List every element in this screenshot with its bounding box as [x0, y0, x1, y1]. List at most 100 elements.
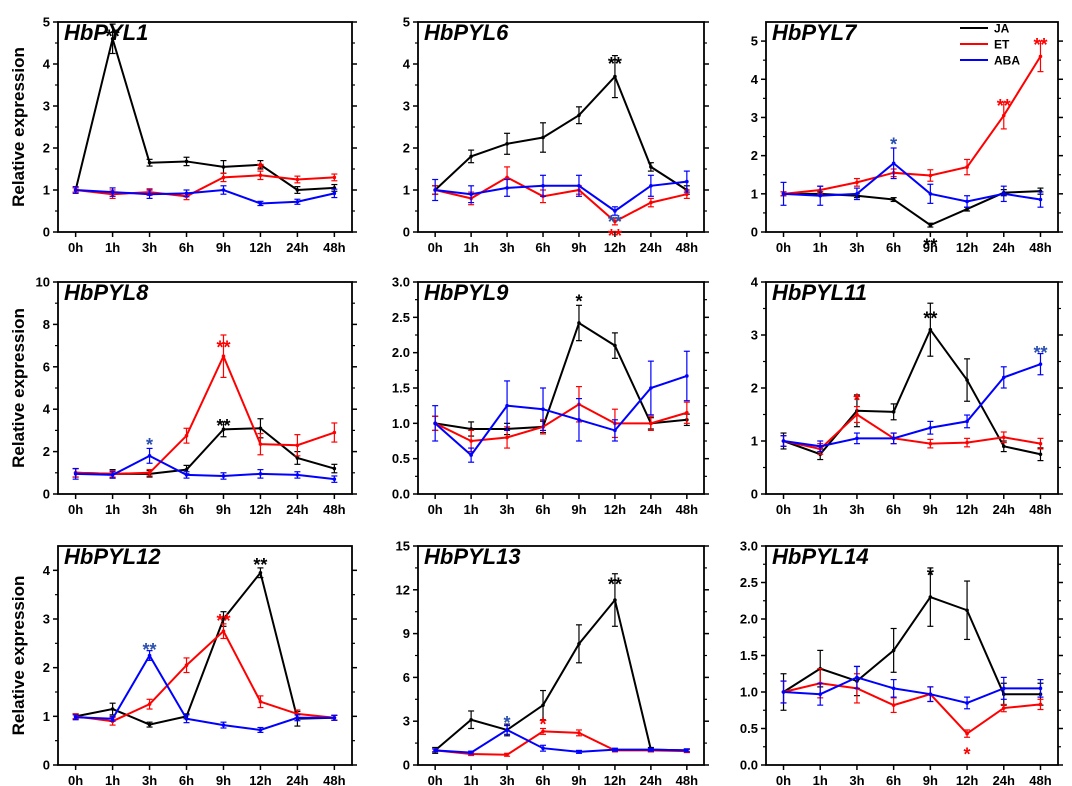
data-point-et — [965, 731, 969, 736]
x-tick-label: 9h — [571, 502, 586, 517]
x-tick-label: 9h — [216, 240, 231, 255]
x-tick-label: 3h — [849, 240, 864, 255]
data-point-aba — [818, 692, 823, 696]
data-point-ja — [928, 595, 933, 599]
y-tick-label: 1 — [403, 183, 410, 198]
data-point-aba — [685, 748, 689, 753]
x-tick-label: 1h — [105, 773, 120, 786]
data-point-aba — [928, 425, 933, 430]
x-tick-label: 1h — [813, 240, 828, 255]
x-tick-label: 12h — [956, 502, 978, 517]
data-point-aba — [891, 436, 896, 441]
x-tick-label: 12h — [249, 240, 271, 255]
data-point-aba — [965, 701, 969, 705]
series-line-et — [434, 403, 688, 443]
data-point-et — [613, 219, 617, 224]
series-line-aba — [75, 454, 335, 481]
x-tick-label: 24h — [993, 240, 1015, 255]
significance-mark: ** — [106, 27, 120, 47]
y-tick-label: 2.0 — [392, 345, 410, 360]
y-tick-label: 6 — [403, 670, 410, 685]
data-point-ja — [221, 427, 226, 432]
x-tick-label: 6h — [535, 240, 550, 255]
data-point-aba — [433, 188, 437, 192]
data-point-aba — [891, 686, 896, 691]
x-tick-label: 24h — [993, 502, 1015, 517]
data-point-aba — [110, 716, 115, 721]
y-tick-label: 4 — [403, 57, 411, 72]
x-tick-label: 1h — [464, 240, 479, 255]
data-point-et — [1038, 441, 1043, 446]
panel-title: HbPYL1 — [64, 20, 148, 45]
data-point-aba — [855, 192, 859, 196]
data-point-aba — [541, 746, 545, 751]
significance-mark: ** — [1033, 343, 1047, 363]
y-tick-label: 0.0 — [392, 487, 410, 502]
series-line-et — [783, 682, 1041, 735]
y-tick-label: 2 — [751, 148, 758, 163]
y-tick-label: 0 — [403, 758, 410, 773]
x-tick-label: 48h — [676, 502, 698, 517]
data-point-ja — [184, 159, 189, 164]
legend-label: ET — [994, 38, 1010, 52]
data-point-ja — [891, 648, 896, 653]
y-tick-label: 9 — [403, 626, 410, 641]
data-point-aba — [781, 690, 786, 694]
data-point-ja — [184, 467, 189, 472]
chart-panel-hbpyl14: 0.0 0.5 1.0 1.5 2.0 2.5 3.0 0h 1h 3h 6h 9h 12h 24h 48h… — [740, 539, 1063, 786]
y-tick-label: 0 — [751, 487, 758, 502]
series-line-ja — [74, 34, 335, 192]
data-point-aba — [1038, 686, 1043, 691]
data-point-aba — [147, 192, 152, 196]
data-point-ja — [1038, 452, 1043, 457]
panel-title: HbPYL11 — [772, 280, 867, 305]
y-tick-label: 3 — [403, 99, 410, 114]
plot-frame — [417, 281, 705, 495]
data-point-aba — [73, 188, 78, 192]
data-point-aba — [221, 474, 226, 478]
x-tick-label: 0h — [68, 240, 83, 255]
data-point-aba — [613, 747, 617, 752]
data-point-ja — [965, 207, 969, 211]
y-tick-label: 6 — [43, 359, 50, 374]
x-tick-label: 3h — [849, 773, 864, 786]
x-tick-label: 24h — [993, 773, 1015, 786]
data-point-aba — [295, 473, 300, 477]
plot-frame — [765, 281, 1059, 495]
data-point-et — [147, 702, 152, 706]
x-tick-label: 3h — [142, 773, 157, 786]
x-tick-label: 48h — [323, 502, 345, 517]
data-point-et — [469, 439, 473, 443]
x-tick-label: 0h — [428, 502, 443, 517]
data-point-et — [184, 433, 189, 438]
y-tick-label: 3.0 — [740, 539, 758, 554]
data-point-ja — [613, 74, 617, 79]
x-tick-label: 1h — [464, 502, 479, 517]
data-point-et — [258, 442, 263, 446]
series-line-aba — [435, 728, 687, 754]
significance-mark: ** — [608, 226, 622, 246]
data-point-aba — [433, 421, 437, 426]
data-point-ja — [221, 617, 226, 621]
data-point-aba — [1038, 362, 1043, 366]
y-tick-label: 2.5 — [740, 575, 758, 590]
x-tick-label: 6h — [886, 240, 901, 255]
x-tick-label: 9h — [923, 773, 938, 786]
data-point-aba — [110, 190, 115, 194]
data-point-et — [147, 471, 152, 475]
data-point-ja — [965, 378, 969, 382]
data-point-aba — [184, 716, 189, 721]
plot-frame — [765, 545, 1059, 766]
x-tick-label: 6h — [886, 773, 901, 786]
data-point-et — [965, 440, 969, 445]
data-point-ja — [295, 456, 300, 460]
significance-mark: * — [890, 134, 897, 154]
panel-title: HbPYL7 — [772, 20, 858, 45]
data-point-aba — [1001, 192, 1006, 196]
data-point-ja — [649, 165, 653, 169]
y-axis-label: Relative expression — [9, 47, 28, 207]
